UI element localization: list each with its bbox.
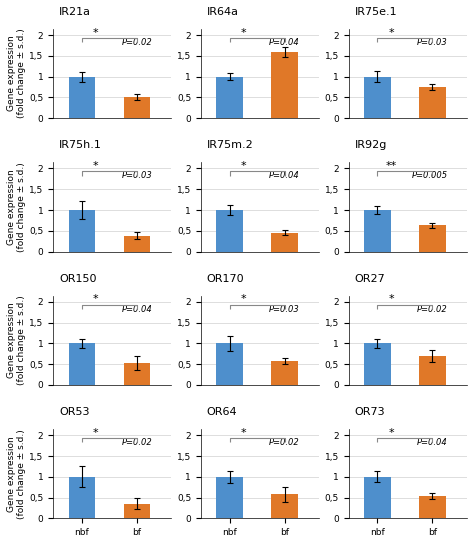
Text: *: * bbox=[92, 161, 98, 171]
Text: OR64: OR64 bbox=[207, 407, 237, 417]
Text: *: * bbox=[240, 28, 246, 38]
Bar bbox=[69, 210, 95, 251]
Text: *: * bbox=[92, 28, 98, 38]
Bar bbox=[271, 361, 298, 385]
Text: P=0.04: P=0.04 bbox=[269, 171, 300, 181]
Bar bbox=[419, 496, 446, 518]
Bar bbox=[69, 477, 95, 518]
Bar bbox=[364, 210, 391, 251]
Bar bbox=[364, 343, 391, 385]
Bar bbox=[124, 97, 150, 118]
Text: P=0.03: P=0.03 bbox=[121, 171, 152, 181]
Bar bbox=[124, 236, 150, 251]
Bar bbox=[216, 477, 243, 518]
Text: *: * bbox=[240, 161, 246, 171]
Bar bbox=[419, 87, 446, 118]
Text: *: * bbox=[388, 28, 394, 38]
Y-axis label: Gene expression
(fold change ± s.d.): Gene expression (fold change ± s.d.) bbox=[7, 29, 27, 119]
Bar bbox=[216, 343, 243, 385]
Bar bbox=[271, 233, 298, 251]
Text: *: * bbox=[92, 294, 98, 304]
Bar bbox=[271, 52, 298, 118]
Text: P=0.02: P=0.02 bbox=[121, 438, 152, 447]
Text: *: * bbox=[240, 294, 246, 304]
Text: IR21a: IR21a bbox=[59, 7, 91, 17]
Text: OR150: OR150 bbox=[59, 274, 97, 284]
Text: P=0.02: P=0.02 bbox=[121, 38, 152, 47]
Text: OR53: OR53 bbox=[59, 407, 90, 417]
Bar bbox=[69, 77, 95, 118]
Text: **: ** bbox=[385, 161, 397, 171]
Text: P=0.04: P=0.04 bbox=[269, 38, 300, 47]
Bar bbox=[69, 343, 95, 385]
Text: P=0.04: P=0.04 bbox=[121, 305, 152, 314]
Bar bbox=[364, 477, 391, 518]
Text: *: * bbox=[92, 428, 98, 438]
Text: OR73: OR73 bbox=[355, 407, 385, 417]
Text: P=0.005: P=0.005 bbox=[412, 171, 448, 181]
Y-axis label: Gene expression
(fold change ± s.d.): Gene expression (fold change ± s.d.) bbox=[7, 295, 27, 385]
Bar bbox=[124, 504, 150, 518]
Text: IR92g: IR92g bbox=[355, 140, 387, 150]
Text: IR75m.2: IR75m.2 bbox=[207, 140, 254, 150]
Y-axis label: Gene expression
(fold change ± s.d.): Gene expression (fold change ± s.d.) bbox=[7, 429, 27, 518]
Bar bbox=[216, 210, 243, 251]
Bar bbox=[216, 77, 243, 118]
Text: *: * bbox=[388, 294, 394, 304]
Bar bbox=[124, 363, 150, 385]
Bar bbox=[364, 77, 391, 118]
Text: P=0.03: P=0.03 bbox=[417, 38, 448, 47]
Bar bbox=[419, 225, 446, 251]
Text: P=0.02: P=0.02 bbox=[417, 305, 448, 314]
Text: *: * bbox=[240, 428, 246, 438]
Text: OR27: OR27 bbox=[355, 274, 385, 284]
Bar bbox=[419, 356, 446, 385]
Text: IR75e.1: IR75e.1 bbox=[355, 7, 397, 17]
Text: IR64a: IR64a bbox=[207, 7, 239, 17]
Y-axis label: Gene expression
(fold change ± s.d.): Gene expression (fold change ± s.d.) bbox=[7, 162, 27, 252]
Text: P=0.03: P=0.03 bbox=[269, 305, 300, 314]
Text: P=0.02: P=0.02 bbox=[269, 438, 300, 447]
Text: OR170: OR170 bbox=[207, 274, 245, 284]
Text: *: * bbox=[388, 428, 394, 438]
Text: P=0.04: P=0.04 bbox=[417, 438, 448, 447]
Bar bbox=[271, 494, 298, 518]
Text: IR75h.1: IR75h.1 bbox=[59, 140, 102, 150]
